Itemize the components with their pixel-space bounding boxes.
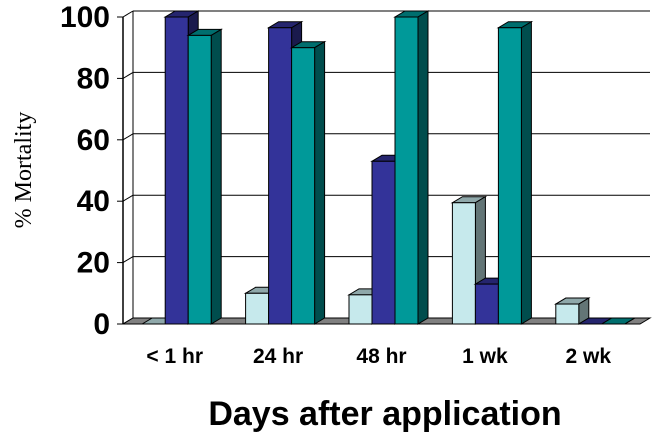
y-tick-label: 80 — [77, 62, 110, 95]
bar-front — [555, 303, 580, 325]
bar-front — [371, 160, 396, 325]
bar-side — [520, 20, 532, 325]
bar — [496, 20, 534, 325]
bar-side — [417, 10, 429, 325]
bar-front — [268, 27, 293, 325]
bar — [450, 195, 488, 325]
grid-side-line — [122, 10, 134, 18]
bar-front — [474, 283, 499, 325]
grid-side-line — [122, 256, 134, 264]
y-tick-labels: 0 20 40 60 80 100 — [60, 1, 110, 341]
x-tick-label: 48 hr — [356, 345, 406, 368]
x-tick-label: < 1 hr — [146, 345, 203, 368]
grid-side-line — [122, 194, 134, 202]
bar-side — [624, 317, 636, 325]
bar-front — [348, 294, 373, 325]
bar-front — [497, 27, 522, 325]
y-tick-label: 60 — [77, 124, 110, 157]
bar-front — [394, 16, 419, 325]
bar-side — [210, 28, 222, 325]
bar — [599, 317, 637, 325]
bar — [186, 28, 224, 325]
bar-front — [164, 16, 189, 325]
bar-front — [451, 202, 476, 325]
y-tick-label: 100 — [60, 1, 110, 34]
bar-front — [187, 34, 212, 325]
bar — [289, 40, 327, 325]
x-axis-label: Days after application — [208, 395, 561, 433]
y-axis-label: % Mortality — [11, 112, 37, 229]
x-tick-label: 2 wk — [566, 345, 612, 368]
x-tick-labels: < 1 hr 24 hr 48 hr 1 wk 2 wk — [146, 345, 611, 368]
bar — [393, 10, 430, 325]
bar-front — [291, 47, 316, 325]
grid-side-line — [122, 71, 134, 79]
bar — [553, 297, 591, 325]
bar-side — [314, 40, 326, 325]
x-tick-label: 1 wk — [462, 345, 508, 368]
bars — [140, 10, 637, 325]
y-tick-label: 20 — [77, 247, 110, 280]
y-tick-label: 0 — [93, 308, 110, 341]
grid-side-line — [122, 133, 134, 141]
x-tick-label: 24 hr — [253, 345, 303, 368]
y-tick-label: 40 — [77, 185, 110, 218]
bar-front — [245, 292, 270, 325]
